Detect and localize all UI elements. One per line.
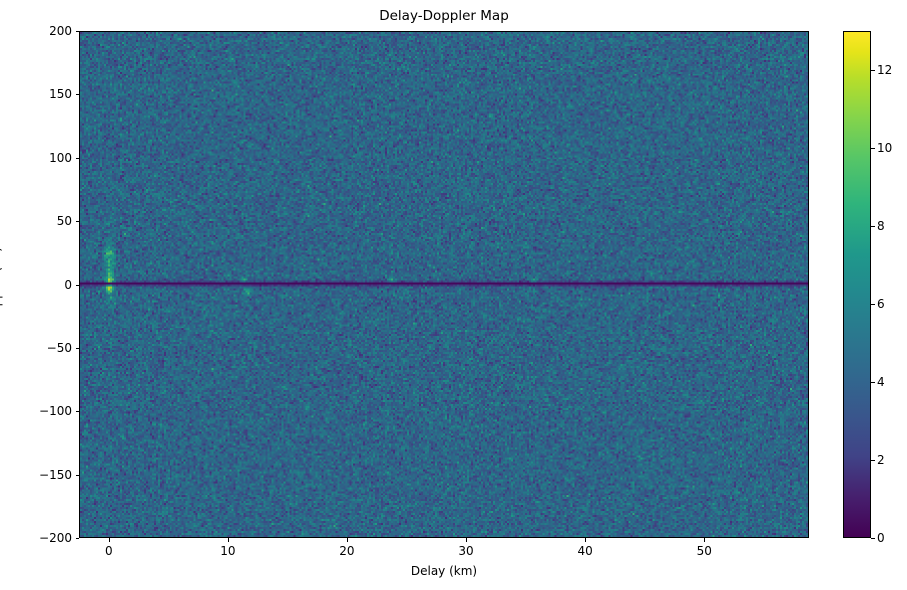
x-tick: [466, 538, 468, 542]
colorbar-tick-label: 12: [877, 63, 893, 77]
colorbar-tick-label: 2: [877, 453, 885, 467]
y-tick-label: −50: [46, 340, 72, 355]
y-tick: [75, 347, 79, 349]
y-tick: [75, 411, 79, 413]
y-tick: [75, 221, 79, 223]
colorbar-tick: [871, 304, 875, 305]
x-tick-label: 10: [220, 544, 236, 558]
y-tick: [75, 94, 79, 96]
page-title: Delay-Doppler Map: [379, 8, 509, 24]
x-tick: [704, 538, 706, 542]
colorbar-tick: [871, 538, 875, 539]
y-tick: [75, 284, 79, 286]
colorbar-tick-label: 4: [877, 375, 885, 389]
x-tick-label: 0: [104, 544, 113, 558]
y-tick-label: 200: [49, 24, 72, 38]
y-tick-label: −200: [39, 531, 72, 545]
x-axis-label: Delay (km): [410, 564, 478, 578]
y-tick-label: 100: [49, 150, 72, 165]
y-axis-label: Doppler (Hz): [0, 247, 3, 323]
y-tick-label: 150: [49, 87, 72, 102]
colorbar-tick-label: 10: [877, 141, 893, 155]
colorbar-gradient: [843, 31, 871, 538]
colorbar-tick: [871, 148, 875, 149]
x-tick-label: 20: [339, 544, 355, 558]
y-tick: [75, 31, 79, 32]
y-tick-label: −150: [39, 467, 72, 482]
colorbar-tick: [871, 226, 875, 227]
x-tick-label: 30: [458, 544, 474, 558]
y-tick-label: −100: [39, 404, 72, 419]
x-tick-label: 50: [696, 544, 712, 558]
y-tick-label: 50: [56, 214, 72, 229]
x-tick-label: 40: [577, 544, 593, 558]
colorbar-tick-label: 0: [877, 531, 885, 545]
y-tick: [75, 474, 79, 476]
delay-doppler-heatmap-image: [80, 32, 808, 537]
x-tick: [585, 538, 587, 542]
colorbar: [843, 31, 871, 538]
x-tick: [108, 538, 110, 542]
x-tick: [227, 538, 229, 542]
colorbar-tick-label: 6: [877, 297, 885, 311]
y-tick-label: 0: [64, 277, 72, 292]
colorbar-tick: [871, 460, 875, 461]
colorbar-tick: [871, 382, 875, 383]
y-tick: [75, 538, 79, 539]
x-tick: [346, 538, 348, 542]
colorbar-tick: [871, 70, 875, 71]
colorbar-tick-label: 8: [877, 219, 885, 233]
heatmap-plot-area: [79, 31, 809, 538]
y-tick: [75, 157, 79, 159]
